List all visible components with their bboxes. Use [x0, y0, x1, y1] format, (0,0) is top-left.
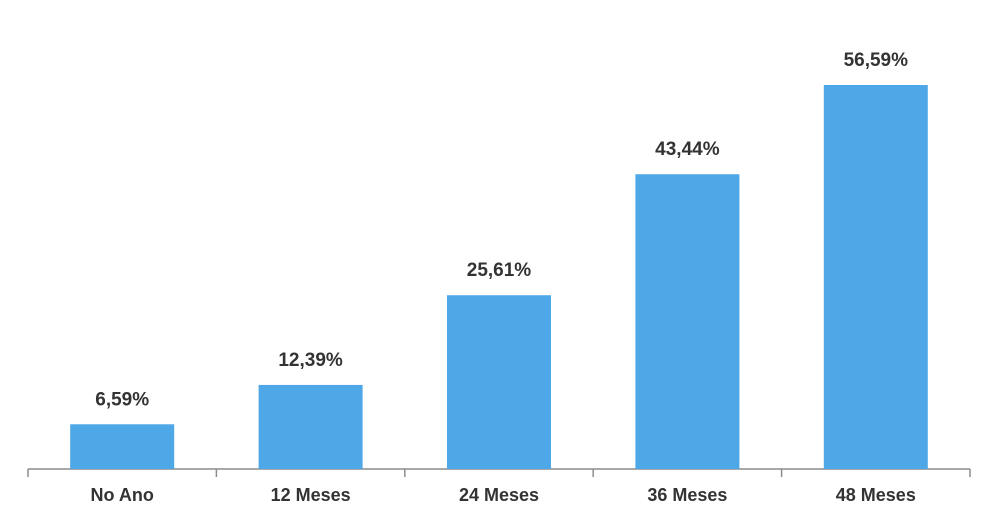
data-label: 56,59% — [844, 50, 909, 71]
data-label: 43,44% — [655, 139, 720, 160]
data-label: 25,61% — [467, 260, 532, 281]
x-tick-label: No Ano — [91, 485, 154, 505]
bar — [823, 85, 928, 469]
bar — [70, 424, 175, 469]
x-tick-label: 12 Meses — [271, 485, 351, 505]
x-tick-label: 48 Meses — [836, 485, 916, 505]
data-label: 6,59% — [95, 389, 149, 410]
x-tick-label: 36 Meses — [647, 485, 727, 505]
data-label: 12,39% — [278, 350, 343, 371]
bar — [258, 384, 363, 469]
x-tick-label: 24 Meses — [459, 485, 539, 505]
bar — [635, 174, 740, 469]
bar — [447, 295, 551, 469]
